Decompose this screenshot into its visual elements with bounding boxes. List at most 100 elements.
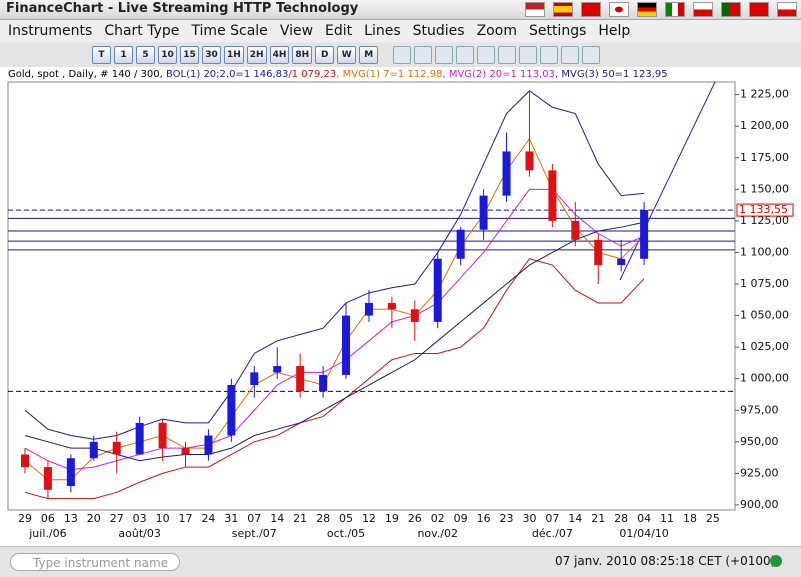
toolbar-button[interactable]: M [359, 46, 379, 64]
toolbar-button[interactable]: 2H [246, 46, 267, 64]
y-tick-label: 1 100,00 [740, 245, 789, 258]
toolbar-icon[interactable] [435, 46, 454, 64]
indicator-line [24, 258, 645, 500]
flag[interactable] [749, 2, 769, 17]
x-tick-label: 21 [591, 512, 605, 525]
x-tick-label: 14 [270, 512, 284, 525]
menu-item[interactable]: Edit [325, 23, 353, 39]
candle-body [617, 258, 626, 266]
info-segment: /1 079,23 [288, 69, 336, 80]
chart: Gold, spot , Daily, # 140 / 300, BOL(1) … [0, 67, 801, 546]
flag[interactable] [525, 2, 545, 17]
flag[interactable] [721, 2, 741, 17]
clock: 07 janv. 2010 08:25:18 CET (+0100) [555, 554, 776, 568]
candle-body [364, 302, 373, 316]
candle-body [43, 467, 52, 490]
toolbar-button[interactable]: 1H [224, 46, 244, 64]
x-month-label: août/03 [118, 527, 160, 540]
indicator-line [24, 221, 645, 462]
instrument-search[interactable]: Type instrument name [10, 553, 180, 571]
candle-body [387, 302, 396, 310]
menu-item[interactable]: Studies [412, 23, 465, 39]
menu-item[interactable]: Chart Type [104, 23, 180, 39]
x-tick-label: 02 [431, 512, 445, 525]
x-tick-label: 16 [477, 512, 491, 525]
flag[interactable] [665, 2, 685, 17]
toolbar-icon[interactable] [456, 46, 475, 64]
x-tick-label: 19 [385, 512, 399, 525]
menu-item[interactable]: Zoom [476, 23, 517, 39]
x-tick-label: 05 [339, 512, 353, 525]
language-flags [525, 2, 797, 17]
candle-body [21, 454, 29, 468]
menu-item[interactable]: Settings [528, 23, 587, 39]
x-tick-label: 07 [247, 512, 261, 525]
toolbar: T 1 5 10 15 30 1H 2H 4H 8H D W M [0, 43, 801, 67]
info-segment: , MVG(2) 20=1 113,03 [442, 69, 555, 80]
candle-body [502, 151, 511, 196]
menu-bar: Instruments Chart Type Time Scale View Edit L… [0, 20, 801, 42]
toolbar-button[interactable]: 30 [202, 46, 221, 64]
toolbar-button[interactable]: 8H [292, 46, 313, 64]
x-tick-label: 26 [408, 512, 422, 525]
plot-frame [7, 81, 736, 511]
flag[interactable] [609, 2, 629, 17]
menu-item[interactable]: View [279, 23, 314, 39]
candle-body [319, 374, 328, 392]
y-tick-label: 925,00 [740, 466, 779, 479]
y-tick-label: 1 025,00 [740, 340, 789, 353]
candle-body [158, 422, 167, 449]
y-tick-label: 1 225,00 [740, 88, 789, 101]
menu-item[interactable]: Time Scale [191, 23, 268, 39]
toolbar-button[interactable]: 10 [158, 46, 177, 64]
y-tick-label: 1 000,00 [740, 372, 789, 385]
y-tick-label: 975,00 [740, 403, 779, 416]
flag[interactable] [553, 2, 573, 17]
flag[interactable] [581, 2, 601, 17]
indicator-line [24, 90, 645, 440]
toolbar-icon[interactable] [477, 46, 496, 64]
menu-item[interactable]: Instruments [8, 23, 93, 39]
toolbar-button[interactable]: 1 [114, 46, 133, 64]
flag[interactable] [777, 2, 797, 17]
x-tick-label: 06 [41, 512, 55, 525]
toolbar-icon[interactable] [582, 46, 601, 64]
status-bar: Type instrument name 07 janv. 2010 08:25… [0, 546, 801, 577]
y-tick-label: 1 125,00 [740, 214, 789, 227]
toolbar-button[interactable]: W [337, 46, 357, 64]
toolbar-button[interactable]: 5 [136, 46, 155, 64]
x-tick-label: 17 [179, 512, 193, 525]
y-tick-label: 950,00 [740, 435, 779, 448]
flag[interactable] [693, 2, 713, 17]
flag[interactable] [637, 2, 657, 17]
toolbar-icon[interactable] [414, 46, 433, 64]
toolbar-button[interactable]: D [315, 46, 335, 64]
toolbar-button[interactable]: 4H [269, 46, 290, 64]
toolbar-icon[interactable] [540, 46, 559, 64]
trend-line [619, 81, 716, 281]
x-tick-label: 03 [133, 512, 147, 525]
toolbar-icon[interactable] [519, 46, 538, 64]
x-tick-label: 24 [201, 512, 215, 525]
title-bar: FinanceChart - Live Streaming HTTP Techn… [0, 0, 801, 20]
candle-body [433, 258, 442, 322]
menu-item[interactable]: Lines [364, 23, 401, 39]
toolbar-button[interactable]: T [92, 46, 111, 64]
toolbar-icon[interactable] [561, 46, 580, 64]
toolbar-button[interactable]: 15 [180, 46, 199, 64]
toolbar-icon[interactable] [393, 46, 412, 64]
info-segment: BOL(1) 20;2.0=1 146,83 [166, 69, 288, 80]
toolbar-icon[interactable] [498, 46, 517, 64]
menu-item[interactable]: Help [598, 23, 631, 39]
x-tick-label: 23 [500, 512, 514, 525]
x-tick-label: 31 [224, 512, 238, 525]
x-tick-label: 18 [683, 512, 697, 525]
x-tick-label: 07 [545, 512, 559, 525]
x-tick-label: 30 [522, 512, 536, 525]
indicator-line [24, 137, 645, 481]
connection-led [770, 555, 782, 567]
last-price-box [736, 203, 794, 217]
x-tick-label: 12 [362, 512, 376, 525]
